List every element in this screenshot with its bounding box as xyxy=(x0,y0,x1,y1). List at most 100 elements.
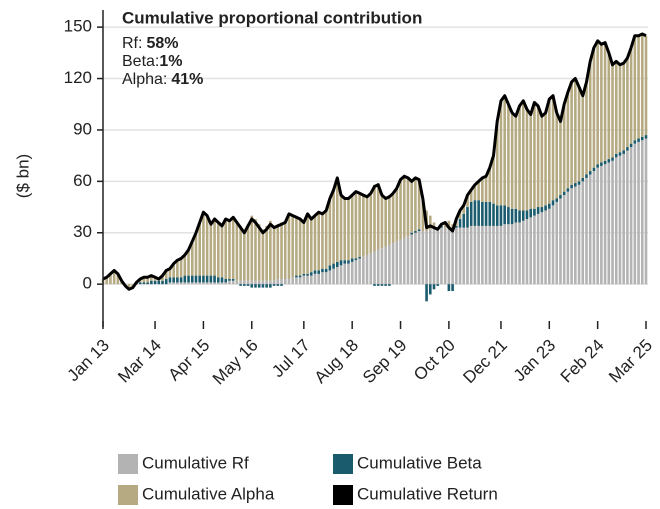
bar-segment xyxy=(336,267,339,285)
legend-label: Cumulative Rf xyxy=(142,453,249,472)
bar-segment xyxy=(231,280,235,285)
bar-segment xyxy=(164,270,168,280)
bar-segment xyxy=(455,225,458,228)
bar-segment xyxy=(622,150,625,154)
bar-segment xyxy=(205,215,209,276)
bar-segment xyxy=(328,265,332,271)
bar-segment xyxy=(350,258,354,262)
bar-segment xyxy=(153,280,157,285)
bar-segment xyxy=(380,284,384,286)
bar-segment xyxy=(536,105,540,208)
bar-segment xyxy=(350,195,354,259)
bar-segment xyxy=(261,229,265,281)
bar-segment xyxy=(142,282,146,285)
x-tick-label: Mar 25 xyxy=(605,336,656,387)
bar-segment xyxy=(555,112,559,199)
bar-segment xyxy=(555,201,559,285)
bar-segment xyxy=(596,40,599,165)
bar-segment xyxy=(146,282,149,285)
bar-segment xyxy=(213,219,216,276)
annotation-title: Cumulative proportional contribution xyxy=(122,8,422,27)
bar-segment xyxy=(313,270,317,274)
bar-segment xyxy=(302,275,306,285)
bar-segment xyxy=(633,143,637,285)
bar-segment xyxy=(202,275,205,283)
bar-segment xyxy=(250,284,254,288)
bar-segment xyxy=(306,275,309,285)
bar-segment xyxy=(618,64,622,153)
bar-segment xyxy=(592,171,596,285)
y-tick-label: 0 xyxy=(83,274,92,293)
bar-segment xyxy=(190,282,194,285)
bar-segment xyxy=(618,152,622,156)
bar-segment xyxy=(566,92,570,189)
annotation-value: 1% xyxy=(159,53,182,70)
bar-segment xyxy=(607,162,611,285)
bar-segment xyxy=(596,164,599,168)
x-tick-label: Dec 21 xyxy=(459,336,511,388)
bar-segment xyxy=(228,279,231,281)
bar-segment xyxy=(495,205,499,226)
bar-segment xyxy=(626,150,629,285)
bar-segment xyxy=(354,191,358,259)
bar-segment xyxy=(172,282,175,285)
bar-segment xyxy=(321,272,324,285)
bar-segment xyxy=(321,213,324,269)
bar-segment xyxy=(592,47,596,168)
bar-segment xyxy=(179,277,183,283)
bar-segment xyxy=(243,280,246,285)
bar-segment xyxy=(410,181,413,233)
bar-segment xyxy=(220,277,224,283)
legend-label: Cumulative Return xyxy=(357,484,498,503)
bar-segment xyxy=(451,284,454,292)
bar-segment xyxy=(388,284,391,286)
bar-segment xyxy=(246,280,250,285)
bar-segment xyxy=(581,177,585,182)
bar-segment xyxy=(521,210,525,221)
bar-segment xyxy=(146,277,149,283)
bar-segment xyxy=(339,265,343,285)
bar-segment xyxy=(365,255,369,285)
bar-segment xyxy=(566,188,570,192)
annotation-item: Alpha: 41% xyxy=(122,71,203,88)
bar-segment xyxy=(109,273,112,285)
bar-segment xyxy=(462,227,466,285)
bar-segment xyxy=(425,284,428,302)
bar-segment xyxy=(551,200,555,206)
bar-segment xyxy=(436,227,440,285)
bar-segment xyxy=(168,268,172,278)
bar-segment xyxy=(447,229,451,285)
bar-segment xyxy=(547,203,551,209)
bar-segment xyxy=(529,114,533,209)
bar-segment xyxy=(194,275,198,283)
bar-segment xyxy=(488,225,492,285)
bar-segment xyxy=(150,275,153,281)
bar-segment xyxy=(269,284,272,288)
bar-segment xyxy=(462,213,466,228)
bar-segment xyxy=(243,284,246,286)
y-tick-label: 90 xyxy=(73,119,92,138)
bar-segment xyxy=(168,282,172,285)
bar-segment xyxy=(466,195,469,208)
bar-segment xyxy=(566,191,570,285)
bar-segment xyxy=(190,241,194,276)
bar-segment xyxy=(228,280,231,285)
bar-segment xyxy=(202,212,205,276)
bar-segment xyxy=(562,104,566,192)
bar-segment xyxy=(640,140,644,285)
bar-segment xyxy=(581,95,585,178)
x-tick-label: Mar 14 xyxy=(114,336,165,387)
bar-segment xyxy=(179,258,183,278)
bar-segment xyxy=(269,220,272,281)
bar-segment xyxy=(428,229,432,285)
bar-segment xyxy=(614,153,618,158)
bar-segment xyxy=(514,116,518,209)
bar-segment xyxy=(373,284,376,286)
bar-segment xyxy=(243,231,246,281)
bar-segment xyxy=(395,188,399,242)
bar-segment xyxy=(265,280,268,285)
bar-segment xyxy=(574,186,577,285)
bar-segment xyxy=(276,284,280,286)
bar-segment xyxy=(380,193,384,249)
bar-segment xyxy=(298,277,302,285)
